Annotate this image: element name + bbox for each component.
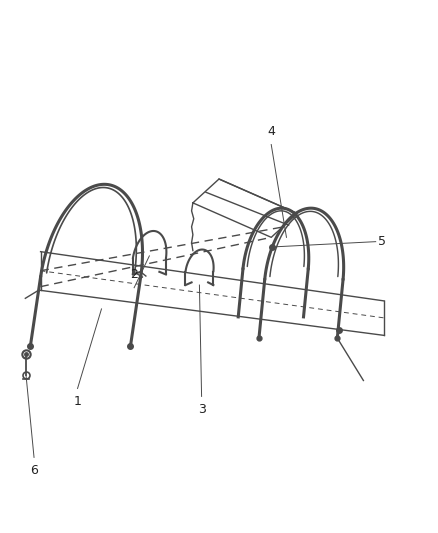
Text: 1: 1 <box>74 395 81 408</box>
Text: 5: 5 <box>378 235 386 248</box>
Text: 4: 4 <box>267 125 275 138</box>
Text: 6: 6 <box>30 464 38 477</box>
Text: 2: 2 <box>130 268 138 281</box>
Text: 3: 3 <box>198 403 205 416</box>
